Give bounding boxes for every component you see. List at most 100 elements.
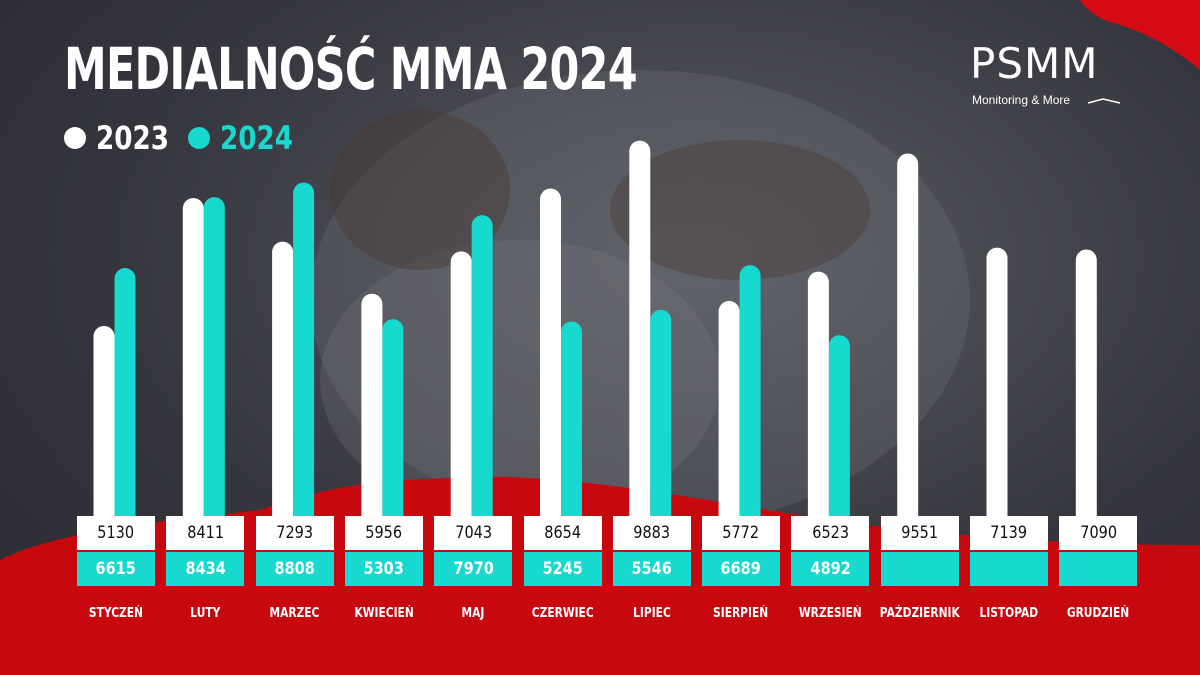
month-text: SIERPIEŃ	[713, 606, 769, 621]
bar-2023-8	[807, 271, 829, 550]
month-text: LIPIEC	[632, 606, 671, 621]
value-text-2023: 7090	[1079, 523, 1117, 543]
month-label: GRUDZIEŃ	[1048, 606, 1148, 626]
value-text-2023: 5956	[365, 523, 403, 543]
legend-item-2024: 2024	[188, 120, 309, 156]
bar-2023-1	[182, 197, 204, 550]
bar-2023-9	[897, 153, 919, 551]
month-text: CZERWIEC	[531, 606, 594, 621]
value-text-2023: 7139	[990, 523, 1028, 543]
value-label-2023: 7043	[434, 516, 513, 550]
value-label-2024: 6689	[702, 552, 781, 586]
value-text-2023: 5772	[722, 523, 760, 543]
value-label-2023: 8654	[523, 516, 602, 550]
month-label: WRZESIEŃ	[780, 606, 880, 626]
bar-2024-6	[650, 309, 672, 550]
value-label-2023: 6523	[791, 516, 870, 550]
month-label: LIPIEC	[602, 606, 702, 626]
value-label-2023: 9883	[612, 516, 691, 550]
value-label-2023: 5956	[344, 516, 423, 550]
value-label-2024	[880, 552, 959, 586]
bar-2024-8	[828, 335, 850, 550]
value-label-2024: 5303	[344, 552, 423, 586]
month-text: PAŹDZIERNIK	[879, 606, 960, 621]
bar-2024-3	[382, 319, 404, 550]
value-label-2023: 7139	[970, 516, 1048, 550]
month-label: LISTOPAD	[959, 606, 1059, 626]
fighter-silhouette	[610, 140, 870, 280]
value-label-2023: 9551	[880, 516, 959, 550]
value-label-2023: 7293	[255, 516, 334, 550]
month-text: KWIECIEŃ	[354, 606, 414, 621]
legend-label-2023: 2023	[96, 119, 170, 157]
bar-2024-4	[471, 215, 493, 551]
value-text-2023: 6523	[811, 523, 849, 543]
month-text: GRUDZIEŃ	[1067, 606, 1130, 621]
legend-item-2023: 2023	[64, 120, 185, 156]
month-label: SIERPIEŃ	[691, 606, 791, 626]
value-text-2023: 9883	[633, 523, 671, 543]
value-text-2024: 8434	[185, 559, 226, 579]
value-text-2024: 5546	[631, 559, 672, 579]
value-label-2024: 4892	[791, 552, 870, 586]
value-text-2023: 8654	[544, 523, 581, 543]
value-text-2024: 6689	[720, 559, 762, 579]
value-label-2024: 5245	[523, 552, 602, 586]
value-label-2024: 8808	[255, 552, 334, 586]
value-text-2024: 8808	[274, 559, 315, 579]
value-label-2024	[970, 552, 1048, 586]
legend-dot-2023	[64, 127, 86, 149]
bar-2024-0	[114, 268, 136, 550]
value-label-2024	[1059, 552, 1138, 586]
bar-2023-5	[540, 188, 561, 550]
month-label: LUTY	[155, 606, 255, 626]
legend-label-2024: 2024	[220, 119, 294, 157]
month-label: PAŹDZIERNIK	[870, 606, 970, 626]
value-label-2023: 5772	[702, 516, 781, 550]
month-text: MAJ	[461, 606, 485, 621]
bar-2023-2	[272, 241, 294, 550]
month-text: WRZESIEŃ	[798, 606, 862, 621]
bar-2023-6	[629, 140, 651, 551]
smoke-cloud	[320, 240, 720, 520]
value-text-2024: 4892	[810, 559, 851, 579]
month-label: MAJ	[423, 606, 523, 626]
value-label-2023: 5130	[77, 516, 155, 550]
logo-name: PSMM	[970, 39, 1099, 88]
fighter-silhouette	[330, 110, 510, 270]
value-text-2024: 7970	[453, 559, 494, 579]
month-label: KWIECIEŃ	[334, 606, 434, 626]
month-text: LUTY	[190, 606, 221, 621]
page-title: MEDIALNOŚĆ MMA 2024	[64, 35, 638, 103]
value-label-2024: 6615	[77, 552, 155, 586]
value-text-2024: 5245	[542, 559, 583, 579]
value-label-2024: 8434	[166, 552, 245, 586]
value-label-2024: 5546	[612, 552, 691, 586]
red-top-corner	[1080, 0, 1200, 70]
psmm-logo: PSMM Monitoring & More	[970, 40, 1130, 110]
month-text: STYCZEŃ	[88, 606, 144, 621]
value-text-2023: 8411	[186, 523, 224, 543]
bar-2024-1	[203, 197, 225, 550]
value-text-2023: 7293	[276, 523, 313, 543]
month-label: MARZEC	[245, 606, 345, 626]
legend-dot-2024	[188, 127, 210, 149]
logo-swoosh-icon	[1087, 98, 1121, 104]
value-text-2023: 5130	[97, 523, 135, 543]
bar-2023-7	[718, 300, 740, 550]
bar-2024-2	[293, 182, 315, 550]
value-text-2023: 7043	[454, 523, 492, 543]
value-text-2024: 5303	[363, 559, 404, 579]
value-label-2024: 7970	[434, 552, 513, 586]
logo-tagline: Monitoring & More	[972, 93, 1071, 107]
month-label: STYCZEŃ	[66, 606, 166, 626]
month-text: LISTOPAD	[979, 606, 1039, 621]
month-text: MARZEC	[269, 606, 320, 621]
bar-2023-0	[93, 325, 115, 550]
value-label-2023: 8411	[166, 516, 245, 550]
bar-2023-11	[1075, 249, 1097, 551]
bar-2023-3	[361, 293, 383, 550]
bar-2024-5	[561, 321, 582, 550]
